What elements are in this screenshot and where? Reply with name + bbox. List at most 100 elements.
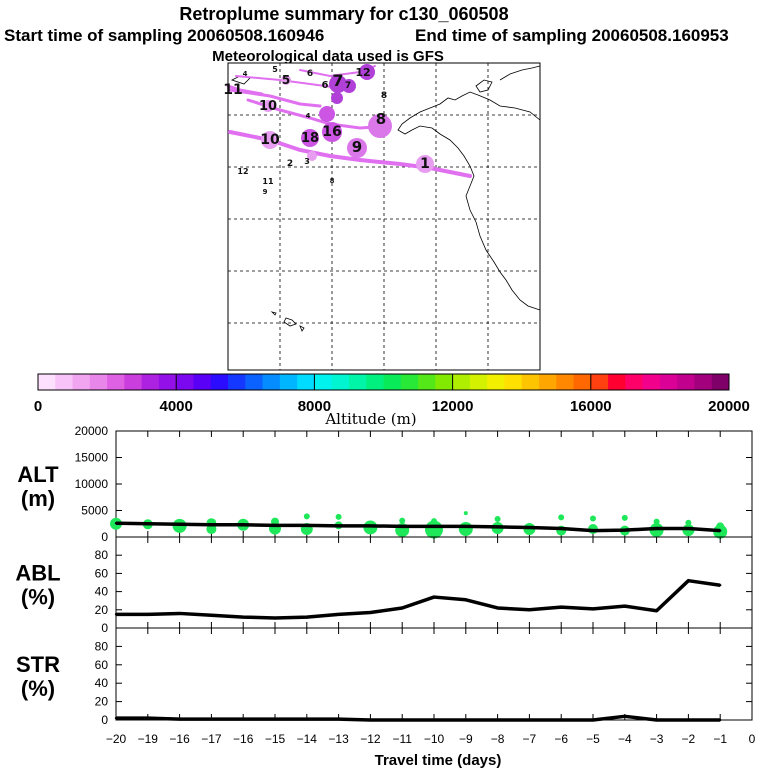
series-point xyxy=(305,717,308,721)
map-frame xyxy=(227,62,541,371)
series-point xyxy=(432,595,436,599)
colorbar-swatch xyxy=(107,374,125,390)
map-marker xyxy=(281,75,291,85)
panel-label: STR xyxy=(16,652,60,677)
series-point xyxy=(146,716,149,720)
series-point xyxy=(305,524,308,527)
map-marker xyxy=(301,129,319,147)
colorbar-swatch xyxy=(210,374,229,390)
panel-alt: 0 5000 10000 15000 20000 ALT(m) xyxy=(17,424,753,544)
series-point xyxy=(432,525,436,528)
series-point xyxy=(655,718,658,722)
colorbar-tick-label: 4000 xyxy=(160,398,193,415)
series-point xyxy=(687,527,690,530)
colorbar-swatch xyxy=(245,374,264,390)
colorbar-swatch xyxy=(158,374,177,390)
series-line xyxy=(116,578,721,620)
x-tick-label: −16 xyxy=(233,732,254,746)
series-point xyxy=(623,604,626,608)
series-point xyxy=(432,718,436,722)
colorbar-tick-label: 0 xyxy=(34,398,42,415)
colorbar-tick-label: 8000 xyxy=(298,398,331,415)
colorbar-swatch xyxy=(625,374,644,390)
plume-marker xyxy=(431,518,437,525)
colorbar-tick-label: 16000 xyxy=(570,398,612,415)
panel-unit-label: (%) xyxy=(21,585,55,610)
colorbar-swatch xyxy=(141,374,160,390)
x-axis-label: Travel time (days) xyxy=(375,752,502,768)
trajectory-points xyxy=(261,64,434,173)
y-tick-label: 20 xyxy=(95,695,109,709)
series-point xyxy=(178,717,181,721)
series-point xyxy=(528,608,531,611)
colorbar-swatch xyxy=(694,374,713,390)
y-tick-label: 0 xyxy=(101,530,108,544)
colorbar-tick-label: 12000 xyxy=(432,398,474,415)
y-tick-label: 20000 xyxy=(75,424,109,438)
map-day-label: 9 xyxy=(352,138,362,156)
map-marker xyxy=(262,100,274,112)
series-point xyxy=(560,527,563,530)
x-tick-label: −12 xyxy=(360,732,381,746)
map-day-label: 8 xyxy=(376,110,386,128)
plume-marker xyxy=(335,513,342,520)
map-day-label: 2 xyxy=(287,159,293,169)
series-point xyxy=(242,615,245,619)
map-day-label: 1 xyxy=(420,156,430,172)
colorbar-swatch xyxy=(573,374,592,390)
series-point xyxy=(369,611,372,614)
series-point xyxy=(369,718,372,722)
plume-marker xyxy=(716,522,725,531)
colorbar-swatch xyxy=(331,374,350,390)
y-tick-label: 0 xyxy=(101,621,108,635)
series-point xyxy=(464,598,467,601)
map-day-label: 18 xyxy=(301,131,319,146)
series-point xyxy=(146,613,149,616)
x-tick-label: −17 xyxy=(201,732,222,746)
colorbar-swatch xyxy=(383,374,402,390)
series-point xyxy=(273,524,277,527)
map-day-label: 9 xyxy=(263,188,268,196)
colorbar-swatch xyxy=(487,374,505,390)
x-tick-label: −15 xyxy=(265,732,286,746)
map-day-label: 8 xyxy=(381,91,387,101)
colorbar-swatch xyxy=(538,374,557,390)
panel-abl: 0 20 40 60 80 ABL(%) xyxy=(15,536,753,635)
series-point xyxy=(401,718,404,722)
colorbar-swatch xyxy=(297,374,315,390)
altitude-colorbar: 0 4000 8000 12000 16000 20000 xyxy=(34,373,750,415)
series-point xyxy=(591,718,595,722)
series-point xyxy=(719,529,722,532)
series-point xyxy=(591,607,595,611)
series-point xyxy=(623,528,626,532)
series-point xyxy=(146,522,149,525)
plume-marker xyxy=(463,511,468,516)
colorbar-swatch xyxy=(72,374,91,390)
colorbar-swatch xyxy=(89,374,108,390)
series-point xyxy=(496,525,499,529)
map-day-label: 16 xyxy=(322,124,341,140)
series-point xyxy=(242,717,245,721)
series-point xyxy=(273,616,277,620)
panel-label: ABL xyxy=(15,561,60,586)
map-marker xyxy=(319,106,335,122)
colorbar-swatch xyxy=(469,374,488,390)
series-point xyxy=(210,523,213,527)
y-tick-label: 15000 xyxy=(75,451,109,465)
y-tick-label: 80 xyxy=(95,639,109,653)
map-day-label: 12 xyxy=(355,66,370,79)
y-tick-label: 20 xyxy=(95,603,109,617)
x-tick-label: −1 xyxy=(713,732,727,746)
map-marker xyxy=(359,64,375,80)
map-day-label: 11 xyxy=(223,82,242,98)
map-day-label: 7 xyxy=(345,81,351,91)
series-point xyxy=(337,524,340,528)
colorbar-swatch xyxy=(279,374,298,390)
map-marker xyxy=(322,122,342,142)
map-day-label: 12 xyxy=(237,167,248,176)
y-tick-label: 10000 xyxy=(75,477,109,491)
colorbar-swatch xyxy=(228,374,246,390)
